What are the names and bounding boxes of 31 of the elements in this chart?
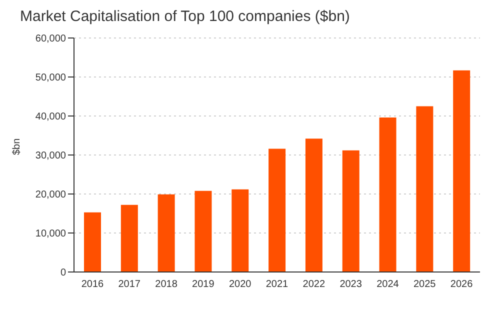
- bar: [158, 194, 175, 272]
- x-tick-label: 2017: [118, 279, 141, 290]
- y-tick-label: 0: [60, 268, 66, 279]
- x-tick-label: 2019: [192, 279, 215, 290]
- bar: [268, 148, 286, 272]
- x-tick-label: 2023: [340, 279, 362, 290]
- x-tick-label: 2021: [266, 279, 289, 290]
- x-tick-label: 2018: [155, 279, 178, 290]
- bar: [305, 138, 322, 272]
- y-tick-label: 40,000: [35, 112, 66, 123]
- bar: [453, 70, 470, 272]
- x-tick-label: 2024: [376, 279, 400, 290]
- bar: [379, 118, 396, 272]
- y-tick-label: 50,000: [35, 72, 66, 84]
- bar: [84, 212, 101, 272]
- bar: [232, 189, 249, 272]
- y-axis-title: $bn: [12, 138, 23, 155]
- y-tick-label: 20,000: [35, 190, 66, 201]
- x-tick-label: 2020: [228, 279, 252, 290]
- chart-title: Market Capitalisation of Top 100 companies ($bn): [20, 8, 351, 27]
- x-tick-label: 2016: [81, 279, 104, 290]
- bar: [120, 204, 138, 272]
- bar: [194, 190, 212, 272]
- y-tick-label: 60,000: [35, 34, 66, 45]
- y-tick-label: 10,000: [35, 228, 66, 240]
- x-tick-label: 2022: [302, 279, 326, 290]
- bar: [416, 106, 434, 272]
- x-tick-label: 2025: [414, 279, 436, 290]
- y-tick-label: 30,000: [35, 150, 66, 162]
- bar: [342, 150, 360, 272]
- x-tick-label: 2026: [450, 279, 474, 290]
